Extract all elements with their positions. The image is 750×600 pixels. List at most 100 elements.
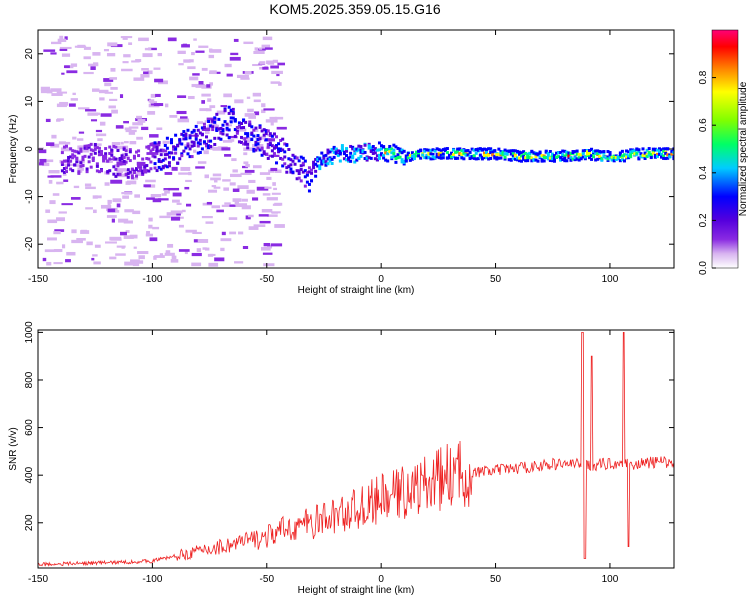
spectrogram-ridge-cell [390, 147, 394, 151]
spectrogram-noise-cell [107, 199, 112, 204]
spectrogram-ridge-cell [544, 156, 548, 160]
spectrogram-ridge-cell [268, 133, 272, 137]
snr-y-axis-label: SNR (v/v) [8, 427, 19, 470]
spectrogram-ridge-cell [77, 170, 81, 174]
spectrogram-ridge-cell [186, 142, 190, 146]
spectrogram-noise-cell [273, 187, 278, 191]
spectrogram-ridge-cell [326, 148, 330, 152]
spectrogram-noise-cell [125, 155, 130, 158]
snr-x-tick-label: -150 [28, 574, 48, 585]
spectrogram-noise-cell [210, 177, 221, 181]
spectrogram-noise-cell [234, 99, 244, 104]
spectrogram-noise-cell [256, 139, 261, 144]
spectrogram-ridge-cell [289, 170, 293, 174]
spectrogram-ridge-cell [548, 158, 552, 162]
spectrogram-ridge-cell [118, 162, 122, 166]
spectrogram-ridge-cell [631, 149, 635, 153]
spectrogram-noise-cell [253, 224, 266, 228]
spectrogram-ridge-cell [351, 145, 355, 149]
spectrogram-noise-cell [271, 70, 283, 75]
spectrogram-ridge-cell [450, 151, 454, 155]
spectrogram-ridge-cell [291, 159, 295, 163]
spectrogram-ridge-cell [620, 154, 624, 158]
spectrogram-ridge-cell [299, 179, 303, 183]
spectrogram-ridge-cell [437, 153, 441, 157]
spectrogram-ridge-cell [445, 147, 449, 151]
spectrogram-ridge-cell [77, 151, 81, 155]
spectrogram-ridge-cell [291, 153, 295, 157]
spectrogram-ridge-cell [382, 153, 386, 157]
spectrogram-ridge-cell [225, 126, 229, 130]
spectrogram-noise-cell [198, 81, 204, 85]
spectrogram-ridge-cell [106, 170, 110, 174]
spectrogram-ridge-cell [293, 162, 297, 166]
spectrogram-ridge-cell [256, 142, 260, 146]
spectrogram-ridge-cell [207, 146, 211, 150]
spectrogram-noise-cell [236, 74, 249, 79]
spectrogram-ridge-cell [198, 150, 202, 154]
spectrogram-noise-cell [38, 162, 44, 166]
spectrogram-ridge-cell [355, 147, 359, 151]
spectrogram-ridge-cell [666, 153, 670, 157]
spectrogram-ridge-cell [73, 154, 77, 158]
spectrogram-ridge-cell [235, 131, 239, 135]
spectrogram-noise-cell [259, 172, 271, 175]
spectrogram-ridge-cell [474, 157, 478, 161]
spectrogram-ridge-cell [287, 147, 291, 151]
spectrogram-ridge-cell [579, 157, 583, 161]
spectrogram-noise-cell [216, 110, 226, 115]
spectrogram-ridge-cell [563, 159, 567, 163]
snr-x-tick-label: -100 [142, 574, 162, 585]
spectrogram-ridge-cell [289, 163, 293, 167]
spectrogram-ridge-cell [561, 153, 565, 157]
spectrogram-ridge-cell [180, 152, 184, 156]
spectrogram-ridge-cell [316, 157, 320, 161]
spectrogram-ridge-cell [242, 142, 246, 146]
spectrogram-ridge-cell [190, 144, 194, 148]
spectrogram-ridge-cell [456, 148, 460, 152]
spectrogram-noise-cell [154, 78, 164, 83]
spectrogram-ridge-cell [231, 112, 235, 116]
spectrogram-noise-cell [43, 49, 56, 52]
spectrogram-ridge-cell [392, 143, 396, 147]
spectrogram-noise-cell [213, 186, 221, 189]
spectrogram-ridge-cell [320, 161, 324, 165]
spectrogram-ridge-cell [248, 123, 252, 127]
spectrogram-noise-cell [122, 61, 129, 64]
spectrogram-ridge-cell [116, 164, 120, 168]
spectrogram-ridge-cell [608, 156, 612, 160]
spectrogram-noise-cell [177, 95, 187, 99]
spectrogram-ridge-cell [526, 159, 530, 163]
spectrogram-ridge-cell [587, 153, 591, 157]
spectrogram-ridge-cell [196, 144, 200, 148]
spectrogram-noise-cell [136, 115, 143, 119]
spectrogram-ridge-cell [135, 150, 139, 154]
spectrogram-ridge-cell [240, 140, 244, 144]
spectrogram-noise-cell [115, 125, 124, 129]
spectrogram-ridge-cell [503, 152, 507, 156]
spectrogram-ridge-cell [79, 164, 83, 168]
spectrogram-noise-cell [248, 115, 257, 119]
spectrogram-ridge-cell [447, 154, 451, 158]
spectrogram-noise-cell [95, 129, 103, 133]
spectrogram-ridge-cell [606, 157, 610, 161]
spectrogram-ridge-cell [651, 151, 655, 155]
spectrogram-ridge-cell [97, 150, 101, 154]
spectrogram-ridge-cell [62, 167, 66, 171]
spectrogram-ridge-cell [550, 154, 554, 158]
spectrogram-noise-cell [185, 179, 192, 183]
spectrogram-ridge-cell [301, 161, 305, 165]
spectrogram-ridge-cell [165, 136, 169, 140]
spectrogram-ridge-cell [361, 150, 365, 154]
spectrogram-ridge-cell [660, 155, 664, 159]
spectrogram-ridge-cell [464, 153, 468, 157]
spectrogram-noise-cell [167, 37, 177, 42]
spectrogram-ridge-cell [157, 159, 161, 163]
spectrogram-ridge-cell [141, 169, 145, 173]
spectrogram-ridge-cell [198, 142, 202, 146]
spectrogram-noise-cell [108, 105, 116, 109]
spectrogram-ridge-cell [301, 170, 305, 174]
spectrogram-ridge-cell [151, 147, 155, 151]
spectrogram-ridge-cell [515, 149, 519, 153]
spectrogram-ridge-cell [188, 155, 192, 159]
